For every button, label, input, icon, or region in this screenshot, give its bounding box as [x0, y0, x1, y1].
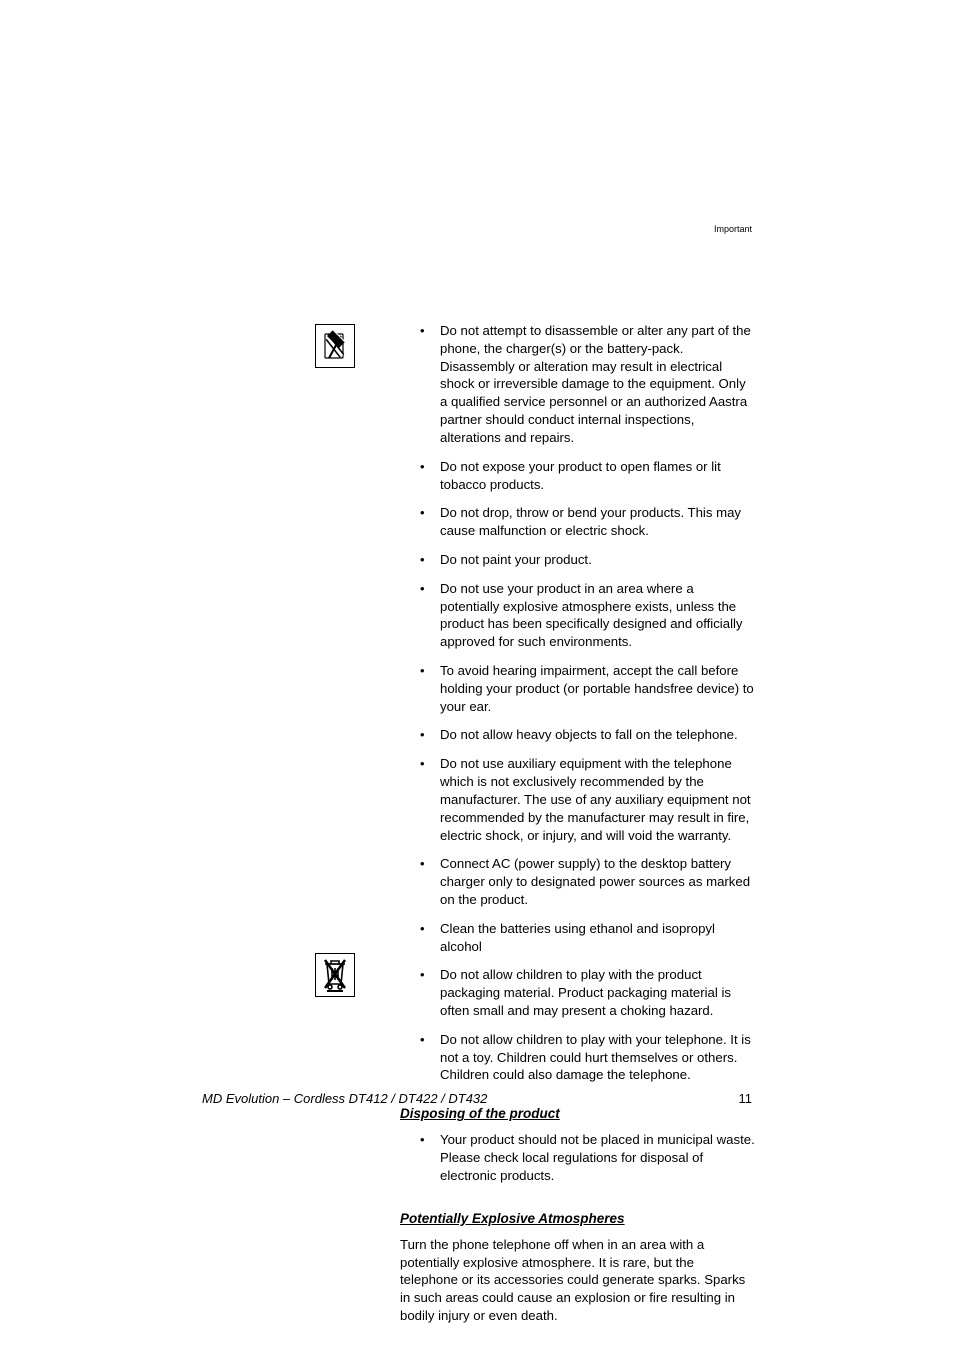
list-item: Do not use your product in an area where…	[420, 580, 755, 651]
weee-bin-icon	[315, 953, 355, 997]
page-number: 11	[739, 1091, 753, 1106]
list-item: Do not use auxiliary equipment with the …	[420, 755, 755, 844]
running-header: Important	[714, 224, 752, 234]
list-item: Do not allow children to play with the p…	[420, 966, 755, 1019]
disposal-heading: Disposing of the product	[400, 1106, 755, 1121]
page: Important Do not attempt to disassemble …	[0, 0, 954, 1350]
footer-title: MD Evolution – Cordless DT412 / DT422 / …	[202, 1091, 487, 1106]
list-item: To avoid hearing impairment, accept the …	[420, 662, 755, 715]
list-item: Connect AC (power supply) to the desktop…	[420, 855, 755, 908]
list-item: Do not attempt to disassemble or alter a…	[420, 322, 755, 447]
explosive-body: Turn the phone telephone off when in an …	[400, 1236, 755, 1325]
page-footer: MD Evolution – Cordless DT412 / DT422 / …	[202, 1091, 752, 1106]
list-item: Do not allow children to play with your …	[420, 1031, 755, 1084]
list-item: Do not drop, throw or bend your products…	[420, 504, 755, 540]
list-item: Clean the batteries using ethanol and is…	[420, 920, 755, 956]
list-item: Do not allow heavy objects to fall on th…	[420, 726, 755, 744]
main-content: Do not attempt to disassemble or alter a…	[315, 322, 755, 1325]
list-item: Your product should not be placed in mun…	[420, 1131, 755, 1184]
disposal-bullet-list: Your product should not be placed in mun…	[420, 1131, 755, 1184]
main-bullet-list: Do not attempt to disassemble or alter a…	[420, 322, 755, 1084]
list-item: Do not expose your product to open flame…	[420, 458, 755, 494]
list-item: Do not paint your product.	[420, 551, 755, 569]
explosive-heading: Potentially Explosive Atmospheres	[400, 1211, 755, 1226]
